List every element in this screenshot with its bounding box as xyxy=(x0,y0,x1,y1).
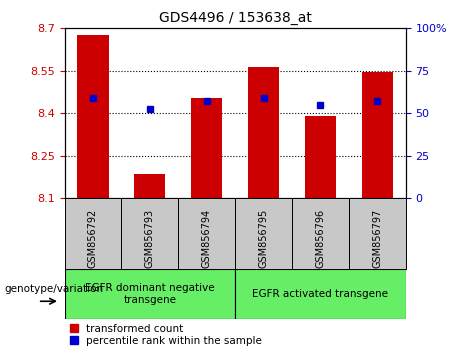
Text: EGFR activated transgene: EGFR activated transgene xyxy=(252,289,389,299)
Text: GSM856792: GSM856792 xyxy=(88,209,98,268)
Text: GSM856793: GSM856793 xyxy=(145,209,155,268)
Text: GSM856795: GSM856795 xyxy=(259,209,269,268)
Bar xyxy=(178,198,235,269)
Text: GSM856797: GSM856797 xyxy=(372,209,382,268)
Bar xyxy=(235,198,292,269)
Bar xyxy=(349,198,406,269)
Text: GSM856796: GSM856796 xyxy=(315,209,325,268)
Bar xyxy=(292,198,349,269)
Bar xyxy=(77,35,109,198)
Legend: transformed count, percentile rank within the sample: transformed count, percentile rank withi… xyxy=(70,324,262,346)
Bar xyxy=(191,98,222,198)
Text: GSM856794: GSM856794 xyxy=(201,209,212,268)
Text: EGFR dominant negative
transgene: EGFR dominant negative transgene xyxy=(85,283,215,305)
Title: GDS4496 / 153638_at: GDS4496 / 153638_at xyxy=(159,11,312,24)
Bar xyxy=(248,67,279,198)
Bar xyxy=(65,269,235,319)
Bar xyxy=(121,198,178,269)
Text: genotype/variation: genotype/variation xyxy=(5,284,104,294)
Bar xyxy=(305,116,336,198)
Bar xyxy=(235,269,406,319)
Bar xyxy=(361,72,393,198)
Bar xyxy=(65,198,121,269)
Bar xyxy=(134,174,165,198)
